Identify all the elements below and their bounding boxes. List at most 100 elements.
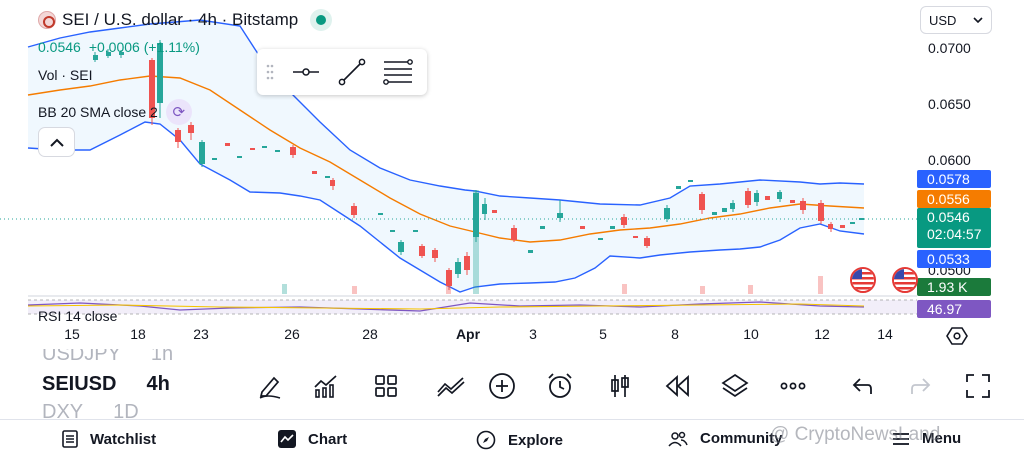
nav-community[interactable]: Community: [668, 430, 783, 447]
volume-indicator-label[interactable]: Vol · SEI: [38, 67, 93, 83]
undo-button[interactable]: [842, 366, 882, 406]
price-tick: 0.0600: [928, 152, 971, 168]
currency-select[interactable]: USD: [920, 6, 992, 34]
price-chart[interactable]: [0, 0, 1024, 350]
objects-tree-button[interactable]: [715, 366, 755, 406]
collapse-indicators-button[interactable]: [39, 128, 74, 156]
candle-body: [621, 217, 627, 225]
drawing-tools-panel[interactable]: [257, 49, 427, 95]
nav-explore-label: Explore: [508, 431, 564, 449]
us-flag-event-icon[interactable]: [892, 267, 918, 293]
candle-body: [722, 208, 727, 212]
time-tick: 23: [193, 326, 209, 342]
nav-explore[interactable]: Explore: [476, 430, 563, 450]
time-tick: 10: [743, 326, 759, 342]
bar-countdown: 02:04:57: [927, 226, 982, 242]
price-tick: 0.0650: [928, 96, 971, 112]
candle-body: [664, 208, 670, 219]
candle-body: [754, 193, 759, 202]
nav-watchlist[interactable]: Watchlist: [62, 430, 156, 448]
bb-lower-tag: 0.0533: [917, 250, 991, 268]
add-button[interactable]: [482, 366, 522, 406]
bb-lower-line: [27, 121, 865, 293]
redo-button[interactable]: [901, 366, 941, 406]
market-status-icon[interactable]: [310, 9, 333, 31]
indicators-icon: [314, 375, 337, 398]
fullscreen-button[interactable]: [958, 366, 998, 406]
candle-body: [528, 250, 533, 253]
chart-area[interactable]: SEI / U.S. dollar · 4h · Bitstamp 0.0546…: [0, 0, 1024, 350]
bb-indicator-label[interactable]: BB 20 SMA close 2 ⟳: [38, 99, 192, 125]
candle-body: [800, 201, 806, 210]
candle-body: [473, 193, 479, 237]
time-tick: 12: [814, 326, 830, 342]
chart-icon: [278, 430, 296, 448]
compare-button[interactable]: [431, 366, 471, 406]
replay-button[interactable]: [658, 366, 698, 406]
bb-indicator-text[interactable]: BB 20 SMA close 2: [38, 104, 158, 120]
candle-body: [225, 143, 230, 146]
nav-menu[interactable]: Menu: [892, 430, 961, 447]
compass-icon: [476, 430, 496, 450]
horizontal-ray-tool[interactable]: [283, 49, 329, 95]
fib-retracement-tool[interactable]: [375, 49, 421, 95]
trend-line-tool[interactable]: [329, 49, 375, 95]
candle-body: [106, 52, 111, 56]
bb-upper-line: [27, 19, 865, 206]
rsi-band: [28, 300, 917, 314]
layouts-button[interactable]: [366, 366, 406, 406]
nav-chart[interactable]: Chart: [278, 430, 347, 448]
chart-header[interactable]: SEI / U.S. dollar · 4h · Bitstamp: [38, 9, 333, 31]
time-tick: 26: [284, 326, 300, 342]
watermark: @ CryptoNewsLand: [770, 424, 941, 445]
candle-body: [859, 218, 864, 220]
chart-title[interactable]: SEI / U.S. dollar · 4h · Bitstamp: [62, 10, 299, 29]
layers-icon: [721, 373, 749, 398]
candle-body: [413, 230, 418, 232]
undo-icon: [852, 378, 872, 394]
rsi-tag: 46.97: [917, 300, 991, 318]
nav-community-label: Community: [700, 430, 783, 447]
candles: [93, 40, 864, 290]
time-tick: 28: [362, 326, 378, 342]
nav-watchlist-label: Watchlist: [90, 430, 157, 448]
compare-lines-icon: [437, 377, 465, 397]
candle-body: [398, 242, 404, 252]
candle-body: [351, 206, 357, 215]
symbol-row[interactable]: USDJPY 1h: [42, 349, 181, 366]
rsi-indicator-label[interactable]: RSI 14 close: [38, 308, 118, 324]
bb-band-fill: [28, 20, 864, 292]
us-flag-event-icon[interactable]: [850, 267, 876, 293]
price-tick: 0.0700: [928, 40, 971, 56]
price-summary: 0.0546 +0.0006 (+1.11%): [38, 39, 200, 55]
symbol-timeframe: 4h: [146, 373, 170, 395]
volume-bar: [700, 286, 705, 294]
time-axis[interactable]: 15 18 23 26 28 Apr 3 5 8 10 12 14: [0, 326, 1024, 348]
chevron-down-icon: [973, 17, 983, 23]
candle-body: [688, 180, 693, 182]
drawing-button[interactable]: [250, 366, 290, 406]
price-change: +0.0006 (+1.11%): [88, 39, 200, 55]
symbol-row[interactable]: DXY 1D: [42, 401, 143, 419]
candle-body: [432, 250, 438, 258]
candle-body: [730, 203, 735, 209]
bb-basis-tag: 0.0556: [917, 190, 991, 208]
candle-body: [157, 43, 163, 103]
drag-handle-icon[interactable]: [257, 64, 283, 80]
indicators-button[interactable]: [306, 366, 346, 406]
candle-body: [777, 192, 782, 199]
candle-body: [492, 210, 497, 213]
candle-body: [633, 236, 638, 238]
chart-type-button[interactable]: [600, 366, 640, 406]
symbol-switcher[interactable]: USDJPY 1h SEIUSD 4h DXY 1D: [42, 349, 202, 419]
alert-button[interactable]: [540, 366, 580, 406]
chart-settings-button[interactable]: [946, 326, 968, 346]
bottom-navigation[interactable]: Watchlist Chart Explore Community Menu: [0, 419, 1024, 461]
symbol-row-active[interactable]: SEIUSD 4h: [42, 373, 176, 396]
time-tick: 14: [877, 326, 893, 342]
more-button[interactable]: [773, 366, 813, 406]
candle-body: [765, 196, 770, 200]
candle-body: [580, 226, 585, 229]
chart-toolbar[interactable]: [248, 366, 1008, 406]
sync-icon[interactable]: ⟳: [165, 99, 192, 125]
